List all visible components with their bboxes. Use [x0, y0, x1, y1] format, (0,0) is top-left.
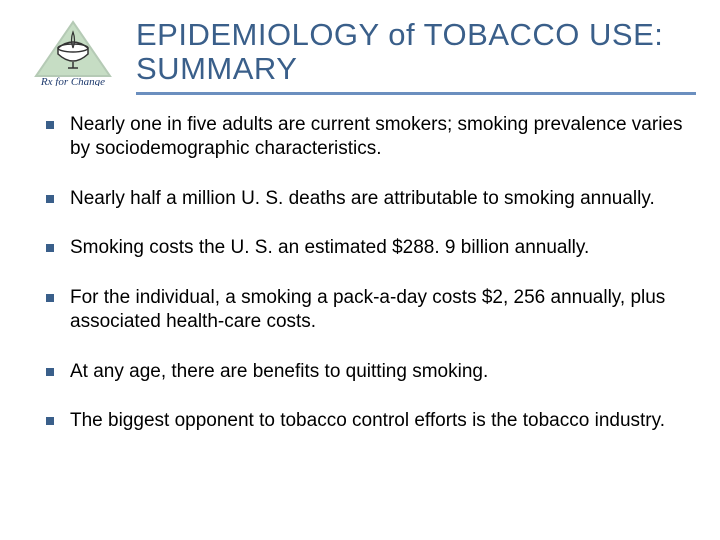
list-item: The biggest opponent to tobacco control …: [42, 409, 692, 433]
page-title: EPIDEMIOLOGY of TOBACCO USE: SUMMARY: [136, 18, 696, 86]
title-block: EPIDEMIOLOGY of TOBACCO USE: SUMMARY: [136, 18, 696, 95]
rx-for-change-icon: Rx for Change: [28, 18, 118, 86]
list-item: Nearly one in five adults are current sm…: [42, 113, 692, 161]
logo: Rx for Change: [28, 18, 118, 86]
slide: Rx for Change EPIDEMIOLOGY of TOBACCO US…: [0, 0, 720, 540]
list-item: For the individual, a smoking a pack-a-d…: [42, 286, 692, 334]
list-item: Smoking costs the U. S. an estimated $28…: [42, 236, 692, 260]
header: Rx for Change EPIDEMIOLOGY of TOBACCO US…: [28, 18, 692, 95]
title-underline: [136, 92, 696, 95]
list-item: Nearly half a million U. S. deaths are a…: [42, 187, 692, 211]
list-item: At any age, there are benefits to quitti…: [42, 360, 692, 384]
bullet-list: Nearly one in five adults are current sm…: [28, 113, 692, 433]
logo-caption: Rx for Change: [40, 76, 105, 86]
